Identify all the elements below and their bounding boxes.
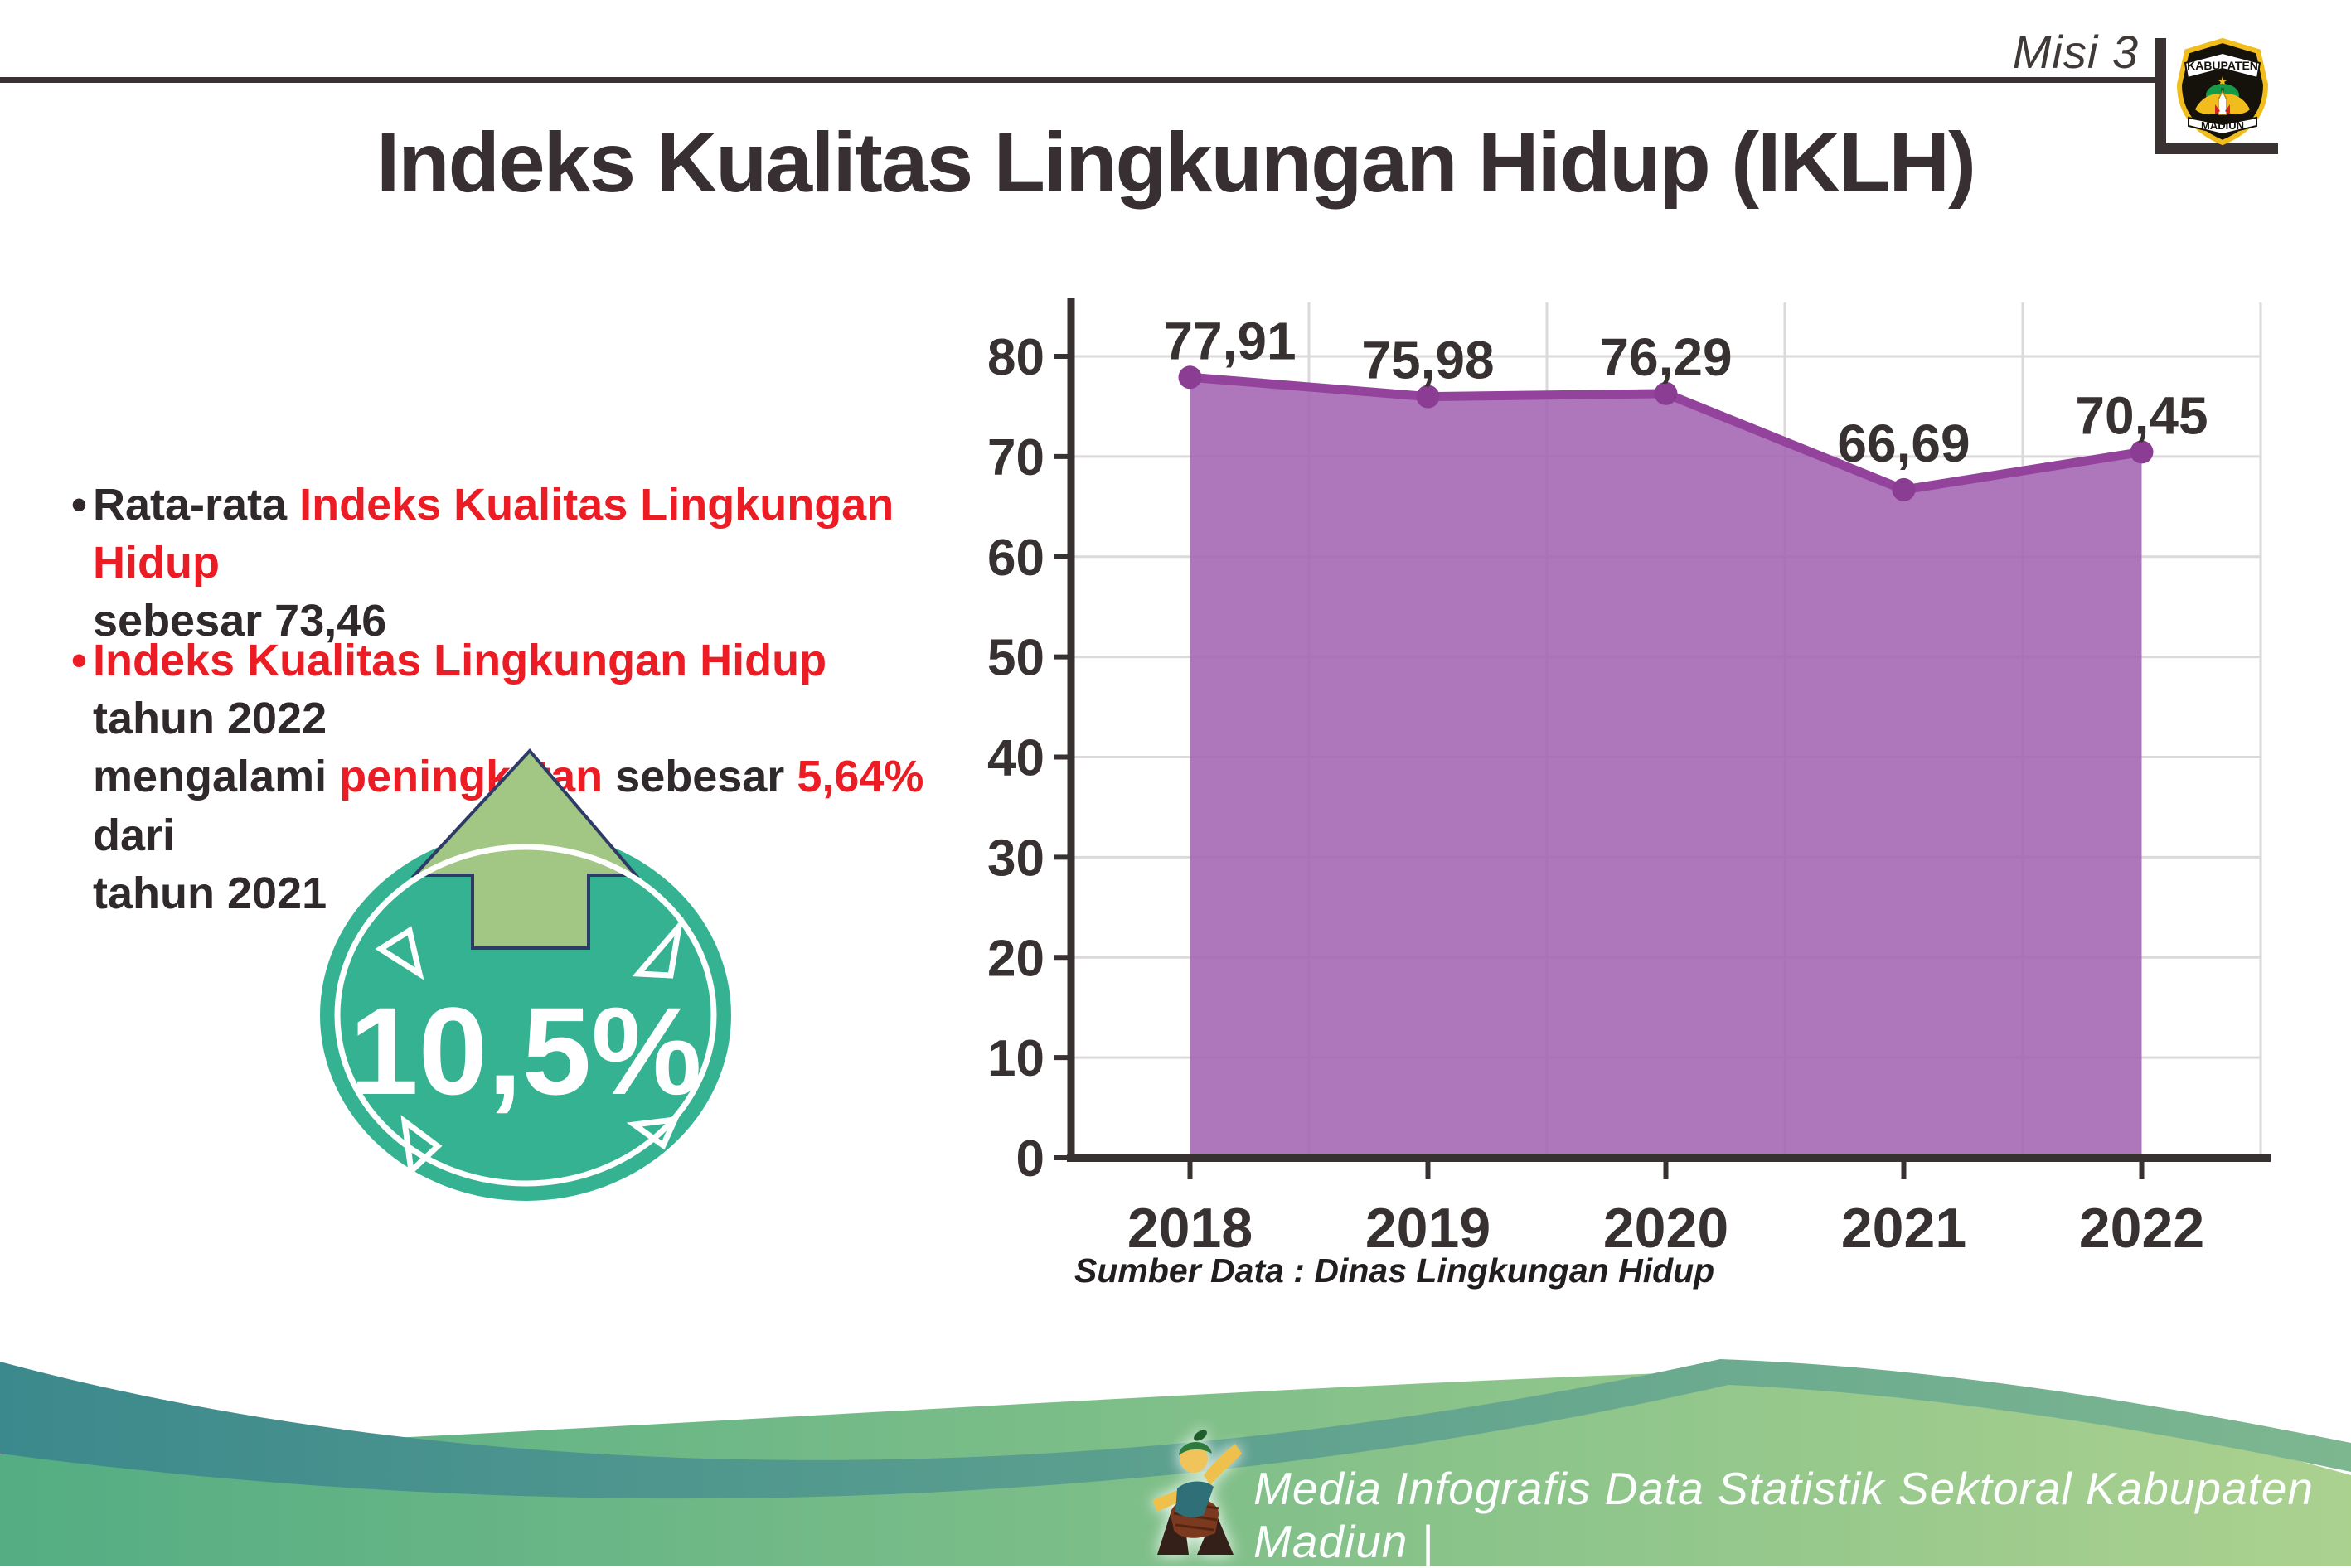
badge-spark-top-right bbox=[632, 917, 684, 979]
kabupaten-madiun-logo-icon: KABUPATEN ★ MADIUN bbox=[2176, 38, 2269, 146]
mission-label: Misi 3 bbox=[2012, 26, 2139, 78]
chart-source-caption: Sumber Data : Dinas Lingkungan Hidup bbox=[1074, 1251, 1715, 1290]
logo-bottom-ribbon bbox=[2188, 116, 2257, 136]
data-point bbox=[1416, 385, 1440, 409]
footer-wave-teal bbox=[0, 1359, 2351, 1499]
x-tick-label: 2019 bbox=[1365, 1197, 1491, 1260]
y-tick-label: 50 bbox=[987, 630, 1045, 687]
mascot-head bbox=[1180, 1445, 1208, 1473]
badge-value: 10,5% bbox=[349, 981, 701, 1120]
y-tick-label: 20 bbox=[987, 930, 1045, 987]
mascot-cap-leaf bbox=[1194, 1430, 1207, 1441]
bullet-text-highlight: Indeks Kualitas Lingkungan Hidup bbox=[93, 636, 827, 685]
bullet-dot: • bbox=[71, 480, 87, 530]
bullet-iklh-increase: • Indeks Kualitas Lingkungan Hidup tahun… bbox=[71, 632, 950, 922]
bullet-text-part: Rata-rata bbox=[93, 480, 300, 530]
page-title: Indeks Kualitas Lingkungan Hidup (IKLH) bbox=[376, 115, 1976, 210]
bullet-text: Rata-rata Indeks Kualitas Lingkungan Hid… bbox=[93, 476, 909, 651]
logo-top-text: KABUPATEN bbox=[2187, 59, 2258, 72]
mascot-cap bbox=[1179, 1441, 1212, 1455]
badge-spark-top-left bbox=[375, 926, 424, 980]
logo-right-wing bbox=[2225, 94, 2250, 115]
bullet-text-part: dari bbox=[93, 810, 176, 860]
data-point bbox=[1892, 477, 1916, 501]
bullet-text-part: mengalami bbox=[93, 752, 340, 802]
bullet-text-part: tahun 2021 bbox=[93, 868, 327, 918]
y-tick-label: 60 bbox=[987, 530, 1045, 587]
y-tick-label: 30 bbox=[987, 830, 1045, 887]
footer-credit: Media Infografis Data Statistik Sektoral… bbox=[1253, 1463, 2315, 1567]
logo-flame-left bbox=[2215, 104, 2220, 114]
header-rule bbox=[0, 77, 2161, 83]
footer-waves bbox=[0, 1359, 2351, 1566]
mascot-dancer-icon bbox=[1152, 1430, 1242, 1555]
badge-inner-ring bbox=[334, 844, 717, 1187]
logo-bottom-text: MADIUN bbox=[2201, 119, 2244, 132]
increase-percentage-badge: 10,5% bbox=[320, 748, 731, 1201]
logo-bracket-horizontal bbox=[2155, 143, 2278, 154]
data-label: 66,69 bbox=[1837, 414, 1970, 473]
data-point bbox=[1654, 381, 1678, 405]
logo-top-ribbon bbox=[2184, 51, 2261, 80]
bullet-average-iklh: • Rata-rata Indeks Kualitas Lingkungan H… bbox=[71, 476, 909, 651]
logo-left-wing bbox=[2195, 94, 2220, 115]
mascot-sash bbox=[1176, 1481, 1214, 1517]
bullet-dot: • bbox=[71, 636, 87, 685]
bullet-text-part: sebesar 73,46 bbox=[93, 596, 387, 646]
y-tick-label: 40 bbox=[987, 730, 1045, 787]
data-label: 77,91 bbox=[1163, 311, 1296, 370]
logo-flame-right bbox=[2225, 104, 2230, 114]
x-tick-label: 2018 bbox=[1127, 1197, 1253, 1260]
bullet-text: Indeks Kualitas Lingkungan Hidup tahun 2… bbox=[93, 632, 950, 922]
badge-spark-bottom-right bbox=[626, 1116, 680, 1150]
y-tick-label: 10 bbox=[987, 1030, 1045, 1087]
x-tick-label: 2020 bbox=[1603, 1197, 1728, 1260]
data-point bbox=[2130, 440, 2154, 464]
data-label: 70,45 bbox=[2075, 385, 2208, 445]
data-point bbox=[1178, 365, 1202, 390]
y-tick-label: 0 bbox=[1016, 1130, 1045, 1188]
y-tick-label: 80 bbox=[987, 329, 1045, 386]
logo-bracket-vertical bbox=[2155, 38, 2166, 154]
data-label: 75,98 bbox=[1361, 331, 1494, 390]
badge-spark-bottom-left bbox=[400, 1115, 443, 1178]
area-fill bbox=[1190, 377, 2142, 1158]
bullet-text-highlight: Indeks Kualitas Lingkungan Hidup bbox=[93, 480, 894, 588]
bullet-text-part: sebesar bbox=[603, 752, 797, 802]
x-tick-label: 2021 bbox=[1841, 1197, 1966, 1260]
bullet-text-highlight: 5,64% bbox=[797, 752, 924, 802]
iklh-area-chart: 0 10 20 30 40 50 60 70 80 2018 2019 2020 2021 2022 77,… bbox=[987, 298, 2271, 1260]
mascot-right-arm bbox=[1204, 1444, 1242, 1485]
bullet-text-part: tahun 2022 bbox=[93, 694, 327, 744]
badge-circle bbox=[320, 830, 731, 1201]
x-tick-label: 2022 bbox=[2079, 1197, 2204, 1260]
data-label: 76,29 bbox=[1599, 327, 1732, 387]
y-tick-label: 70 bbox=[987, 429, 1045, 486]
